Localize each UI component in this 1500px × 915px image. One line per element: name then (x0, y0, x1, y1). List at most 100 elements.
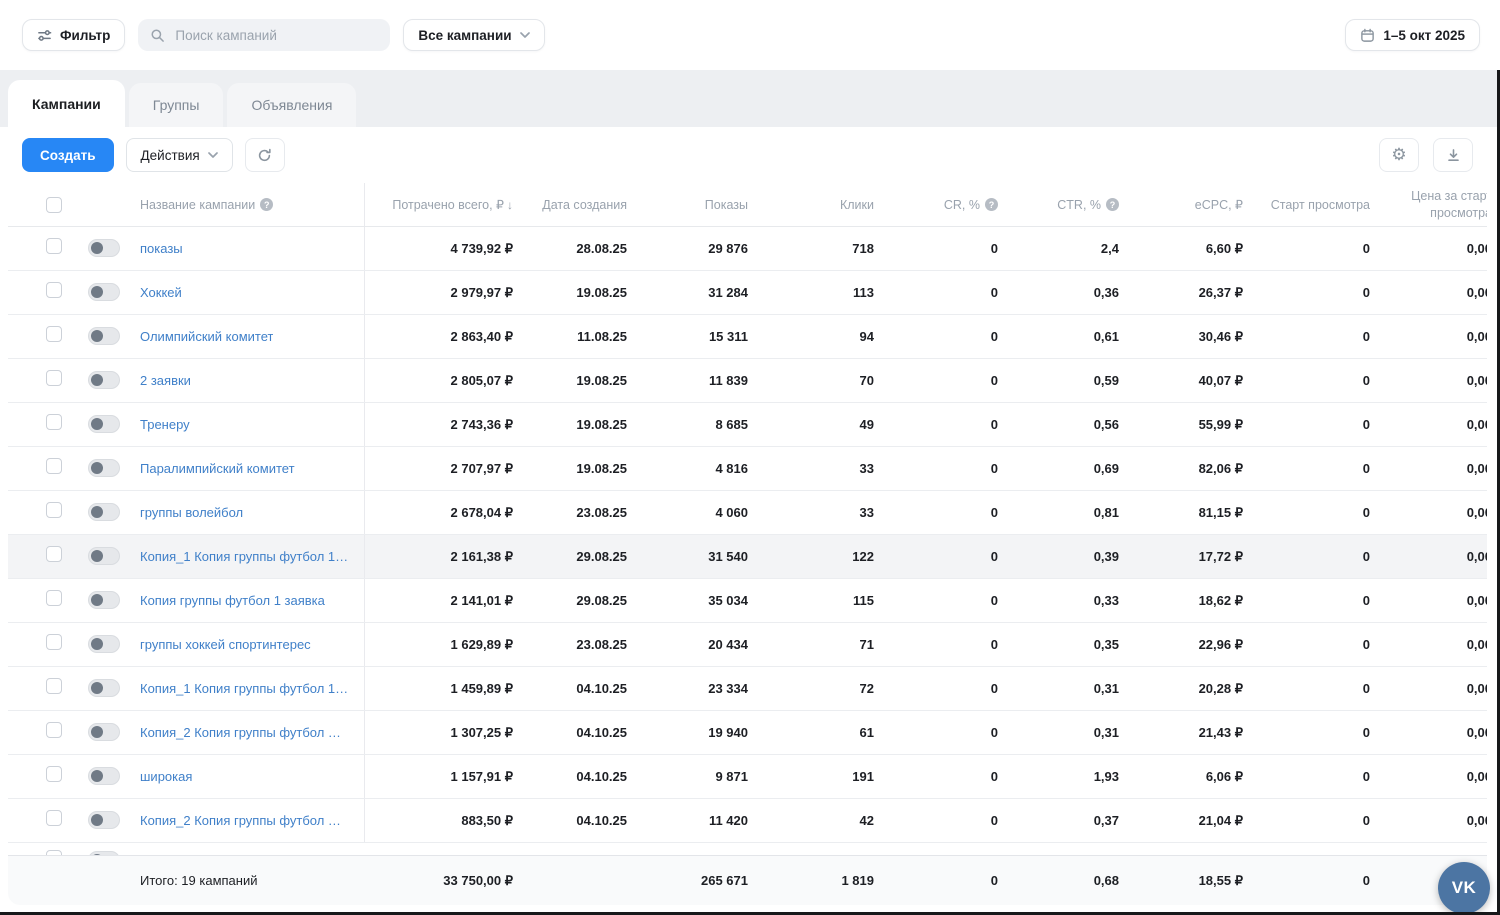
refresh-button[interactable] (245, 138, 285, 172)
row-checkbox[interactable] (46, 458, 62, 474)
table-row[interactable]: Копия_1 Копия группы футбол 1… 2 161,38 … (8, 535, 1487, 579)
row-status-toggle[interactable] (88, 371, 120, 389)
row-status-toggle[interactable] (88, 239, 120, 257)
row-status-toggle[interactable] (88, 415, 120, 433)
header-view-start[interactable]: Старт просмотра (1243, 183, 1370, 226)
table-row[interactable]: Копия_2 Копия группы футбол … 883,50 ₽ 0… (8, 799, 1487, 843)
campaign-name-link[interactable]: Хоккей (140, 285, 182, 300)
create-button[interactable]: Создать (22, 138, 114, 172)
campaign-name-link[interactable]: показы (140, 241, 183, 256)
header-view-start-price[interactable]: Цена за старт просмотра (1370, 183, 1487, 226)
campaign-name-link[interactable]: 2 заявки (140, 373, 191, 388)
table-row[interactable]: Хоккей 2 979,97 ₽ 19.08.25 31 284 113 0 … (8, 271, 1487, 315)
vk-support-widget[interactable]: VK (1438, 862, 1490, 914)
campaign-name-link[interactable]: Паралимпийский комитет (140, 461, 295, 476)
table-row[interactable]: Олимпийский комитет 2 863,40 ₽ 11.08.25 … (8, 315, 1487, 359)
row-status-toggle[interactable] (88, 459, 120, 477)
header-ecpc[interactable]: eCPC, ₽ (1119, 183, 1243, 226)
table-row[interactable]: широкая 1 157,91 ₽ 04.10.25 9 871 191 0 … (8, 755, 1487, 799)
header-spent[interactable]: Потрачено всего, ₽ (365, 183, 513, 226)
info-icon[interactable] (985, 198, 998, 211)
view-start-cell: 0 (1243, 417, 1370, 432)
row-status-toggle[interactable] (88, 811, 120, 829)
filter-button[interactable]: Фильтр (22, 19, 125, 51)
header-campaign-name[interactable]: Название кампании (140, 183, 365, 226)
header-impressions[interactable]: Показы (627, 183, 748, 226)
row-status-toggle[interactable] (88, 283, 120, 301)
row-status-toggle[interactable] (88, 679, 120, 697)
campaign-name-link[interactable]: Олимпийский комитет (140, 329, 273, 344)
tab-ads[interactable]: Объявления (227, 83, 356, 127)
row-checkbox[interactable] (46, 678, 62, 694)
row-checkbox[interactable] (46, 850, 62, 855)
header-ctr[interactable]: CTR, % (998, 183, 1119, 226)
date-range-label: 1–5 окт 2025 (1383, 28, 1465, 43)
row-checkbox[interactable] (46, 370, 62, 386)
created-cell: 19.08.25 (513, 461, 627, 476)
actions-dropdown[interactable]: Действия (126, 138, 233, 172)
row-checkbox[interactable] (46, 238, 62, 254)
campaign-name-link[interactable]: Копия_1 Копия группы футбол 1… (140, 549, 348, 564)
row-checkbox[interactable] (46, 766, 62, 782)
export-button[interactable] (1433, 138, 1473, 172)
spent-cell: 2 161,38 ₽ (365, 549, 513, 565)
ctr-cell: 0,35 (998, 637, 1119, 652)
row-status-toggle[interactable] (88, 635, 120, 653)
row-status-toggle[interactable] (88, 767, 120, 785)
row-status-toggle[interactable] (88, 503, 120, 521)
row-status-toggle[interactable] (88, 591, 120, 609)
row-checkbox[interactable] (46, 722, 62, 738)
row-checkbox[interactable] (46, 502, 62, 518)
tab-groups[interactable]: Группы (129, 83, 224, 127)
campaign-name-link[interactable]: группы волейбол (140, 505, 243, 520)
campaign-scope-dropdown[interactable]: Все кампании (403, 19, 544, 51)
info-icon[interactable] (260, 198, 273, 211)
search-input[interactable] (173, 27, 378, 44)
header-cr[interactable]: CR, % (874, 183, 998, 226)
ctr-cell: 0,31 (998, 681, 1119, 696)
campaign-name-link[interactable]: широкая (140, 769, 192, 784)
date-range-picker[interactable]: 1–5 окт 2025 (1345, 19, 1480, 51)
ecpc-cell: 20,28 ₽ (1119, 681, 1243, 697)
table-row[interactable]: группы хоккей спортинтерес 1 629,89 ₽ 23… (8, 623, 1487, 667)
row-status-toggle[interactable] (88, 851, 120, 856)
row-checkbox[interactable] (46, 810, 62, 826)
toggle-knob (91, 726, 103, 738)
row-status-toggle[interactable] (88, 723, 120, 741)
campaign-name-link[interactable]: Копия_2 Копия группы футбол … (140, 813, 341, 828)
settings-button[interactable]: ⚙ (1379, 138, 1419, 172)
campaign-name-link[interactable]: Копия группы футбол 1 заявка (140, 593, 325, 608)
toggle-knob (91, 682, 103, 694)
row-status-toggle[interactable] (88, 547, 120, 565)
campaign-name-link[interactable]: Копия_1 Копия группы футбол 1… (140, 681, 348, 696)
campaign-name-link[interactable]: Копия_2 Копия группы футбол … (140, 725, 341, 740)
ctr-cell: 0,36 (998, 285, 1119, 300)
table-row[interactable]: группы волейбол 2 678,04 ₽ 23.08.25 4 06… (8, 491, 1487, 535)
campaign-name-link[interactable]: группы хоккей спортинтерес (140, 637, 311, 652)
table-row[interactable]: Паралимпийский комитет 2 707,97 ₽ 19.08.… (8, 447, 1487, 491)
table-row[interactable]: показы 4 739,92 ₽ 28.08.25 29 876 718 0 … (8, 227, 1487, 271)
row-checkbox[interactable] (46, 546, 62, 562)
view-start-cell: 0 (1243, 285, 1370, 300)
info-icon[interactable] (1106, 198, 1119, 211)
cr-cell: 0 (874, 593, 998, 608)
table-row[interactable]: Копия_2 Копия группы футбол … 1 307,25 ₽… (8, 711, 1487, 755)
row-checkbox[interactable] (46, 634, 62, 650)
select-all-checkbox[interactable] (46, 197, 62, 213)
table-row[interactable]: Копия группы футбол 1 заявка 2 141,01 ₽ … (8, 579, 1487, 623)
refresh-icon (257, 148, 272, 163)
row-checkbox[interactable] (46, 414, 62, 430)
table-row[interactable]: Тренеру 2 743,36 ₽ 19.08.25 8 685 49 0 0… (8, 403, 1487, 447)
spent-cell: 1 157,91 ₽ (365, 769, 513, 785)
row-checkbox[interactable] (46, 282, 62, 298)
row-checkbox[interactable] (46, 326, 62, 342)
campaign-name-link[interactable]: Тренеру (140, 417, 190, 432)
header-created[interactable]: Дата создания (513, 183, 627, 226)
row-status-toggle[interactable] (88, 327, 120, 345)
table-row[interactable]: 2 заявки 2 805,07 ₽ 19.08.25 11 839 70 0… (8, 359, 1487, 403)
header-clicks[interactable]: Клики (748, 183, 874, 226)
row-checkbox[interactable] (46, 590, 62, 606)
total-ecpc: 18,55 ₽ (1119, 873, 1243, 889)
table-row[interactable]: Копия_1 Копия группы футбол 1… 1 459,89 … (8, 667, 1487, 711)
tab-campaigns[interactable]: Кампании (8, 80, 125, 127)
